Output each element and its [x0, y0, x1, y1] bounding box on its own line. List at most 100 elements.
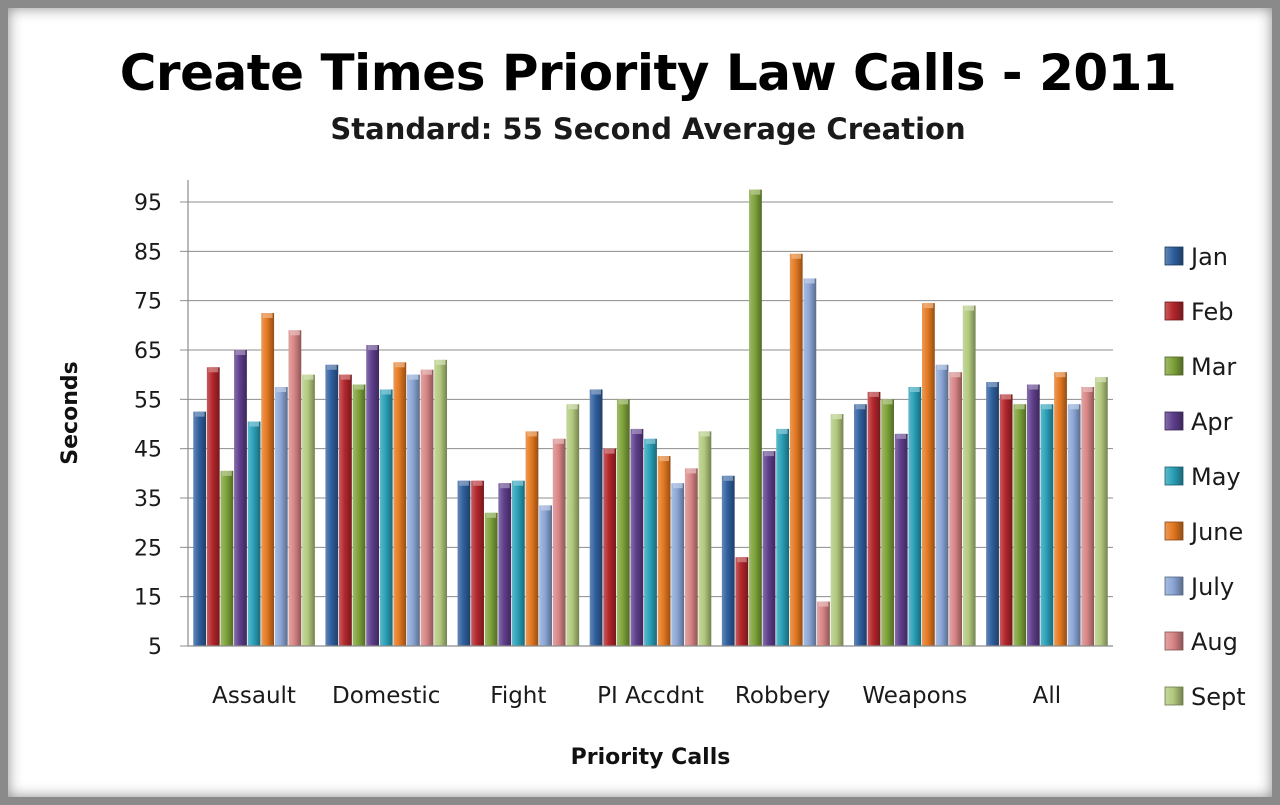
legend-item: June — [1164, 518, 1243, 546]
bar — [1081, 387, 1095, 646]
bar-cap — [964, 305, 975, 311]
bar — [721, 475, 735, 646]
bar — [616, 399, 630, 646]
bar-cap — [435, 359, 446, 365]
x-tick-label: Domestic — [332, 683, 440, 709]
bar-cap — [882, 399, 893, 405]
bar — [288, 330, 302, 646]
legend-label: June — [1189, 518, 1243, 546]
bar — [261, 313, 275, 646]
bar — [220, 470, 234, 646]
bar — [274, 387, 288, 646]
legend-label: May — [1191, 463, 1241, 491]
bar — [962, 305, 976, 646]
bar — [803, 278, 817, 646]
bar-cap — [804, 278, 815, 284]
bar-cap — [618, 399, 629, 405]
bar — [986, 382, 999, 646]
legend-swatch — [1164, 301, 1184, 321]
bar — [539, 505, 552, 646]
bar — [949, 372, 962, 646]
bar-cap — [276, 387, 287, 392]
bar — [206, 367, 220, 646]
bar — [935, 364, 949, 646]
bar-cap — [499, 483, 510, 489]
bar — [776, 428, 790, 646]
bar — [1094, 377, 1108, 646]
x-tick-label: Fight — [490, 683, 546, 709]
legend-label: Feb — [1191, 298, 1234, 326]
bar-cap — [987, 382, 998, 388]
bar — [379, 389, 393, 646]
y-tick-label: 15 — [134, 586, 162, 611]
bar-cap — [262, 313, 273, 318]
bar — [830, 414, 844, 646]
bar-cap — [686, 468, 697, 474]
bar-cap — [723, 475, 734, 481]
bars — [193, 189, 1108, 647]
bar — [644, 438, 657, 646]
bar — [657, 456, 671, 646]
bar-group-all — [986, 372, 1108, 646]
bar-cap — [700, 431, 710, 437]
legend-swatch — [1164, 246, 1184, 266]
bar-cap — [736, 557, 747, 563]
bar — [511, 480, 525, 646]
bar — [552, 438, 566, 646]
bar-cap — [1096, 377, 1107, 383]
bar-cap — [659, 456, 669, 462]
y-tick-label: 75 — [134, 290, 162, 315]
legend-swatch — [1164, 356, 1184, 376]
y-tick-label: 65 — [134, 339, 162, 364]
y-tick-label: 55 — [134, 388, 162, 413]
bar-cap — [632, 428, 642, 434]
bar — [352, 384, 366, 646]
legend-swatch — [1164, 466, 1184, 486]
bar — [999, 394, 1013, 646]
legend-item: Sept — [1164, 683, 1246, 711]
bar — [498, 483, 512, 646]
legend-label: Jan — [1189, 243, 1228, 271]
bar-cap — [527, 431, 537, 437]
bar-cap — [909, 387, 920, 392]
bar-cap — [394, 362, 405, 368]
bar-cap — [855, 404, 866, 410]
bar-cap — [950, 372, 961, 378]
legend-item: Feb — [1164, 298, 1234, 326]
legend-swatch — [1164, 576, 1184, 596]
bar — [735, 557, 749, 646]
legend-item: Mar — [1164, 353, 1236, 381]
bar-cap — [750, 189, 761, 195]
legend-item: July — [1164, 573, 1234, 601]
legend-swatch — [1164, 686, 1184, 706]
legend-label: July — [1189, 573, 1234, 601]
bar-cap — [459, 480, 469, 486]
x-tick-label: All — [1033, 683, 1062, 709]
bar-cap — [604, 448, 615, 454]
bar-cap — [896, 433, 907, 439]
bar-cap — [1069, 404, 1080, 410]
legend-swatch — [1164, 521, 1184, 541]
bar-cap — [354, 384, 364, 390]
bar — [484, 512, 498, 646]
x-tick-label: Assault — [212, 683, 296, 709]
bar — [1026, 384, 1040, 646]
bar-cap — [381, 389, 392, 395]
legend-label: Sept — [1191, 683, 1246, 711]
bar-cap — [221, 470, 232, 476]
bar-cap — [1042, 404, 1052, 410]
y-tick-label: 85 — [134, 240, 162, 265]
bar-group-weapons — [853, 303, 976, 646]
bar — [434, 359, 448, 646]
legend-item: Jan — [1164, 243, 1228, 271]
bar-cap — [818, 601, 829, 607]
bar-cap — [764, 451, 774, 457]
bar — [853, 404, 867, 646]
bar-cap — [1082, 387, 1093, 392]
legend-item: Apr — [1164, 408, 1233, 436]
bar — [671, 483, 685, 646]
bar-cap — [591, 389, 601, 395]
x-tick-label: Weapons — [862, 683, 967, 709]
bar-cap — [208, 367, 219, 373]
